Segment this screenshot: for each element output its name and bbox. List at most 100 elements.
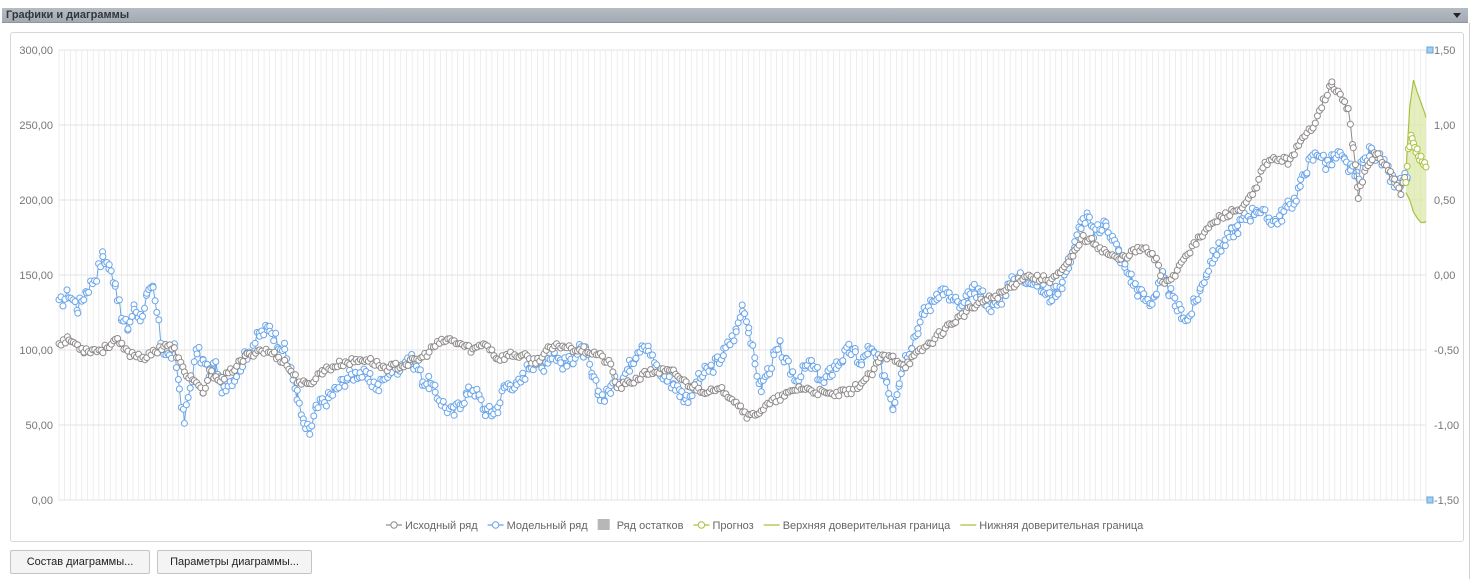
model-point	[1127, 270, 1135, 278]
y-axis-tick-label: 250,00	[19, 120, 53, 132]
model-point	[366, 370, 374, 377]
source-point	[1186, 249, 1194, 257]
model-point	[306, 430, 314, 438]
model-point	[270, 337, 278, 345]
model-point	[186, 384, 194, 392]
model-point	[1085, 213, 1093, 221]
source-point	[737, 402, 744, 410]
model-point	[665, 373, 673, 381]
model-point	[789, 368, 797, 376]
model-point	[193, 350, 201, 358]
model-point	[709, 368, 717, 376]
model-point	[1221, 242, 1229, 250]
model-point	[540, 367, 548, 375]
model-point	[738, 301, 746, 309]
source-point	[994, 294, 1002, 302]
model-point	[1148, 300, 1156, 308]
source-point	[1152, 254, 1160, 262]
y2-axis-tick-label: 1,50	[1434, 45, 1455, 57]
source-point	[1255, 175, 1263, 183]
model-point	[310, 412, 318, 420]
source-point	[1148, 250, 1156, 257]
model-point	[820, 379, 828, 387]
source-point	[1088, 234, 1096, 242]
model-point	[1319, 151, 1327, 159]
model-point	[757, 388, 765, 396]
chart-composition-button[interactable]: Состав диаграммы...	[10, 550, 150, 574]
model-point	[139, 312, 146, 320]
model-point	[1131, 280, 1139, 288]
model-point	[1328, 161, 1336, 169]
model-point	[736, 314, 744, 321]
model-point	[684, 399, 692, 407]
model-point	[260, 331, 268, 339]
model-point	[776, 337, 784, 345]
source-point	[1328, 78, 1336, 86]
source-point	[1213, 218, 1221, 226]
model-point	[431, 381, 439, 389]
source-point	[1354, 195, 1362, 202]
model-point	[1309, 156, 1317, 164]
model-point	[987, 308, 995, 316]
model-point	[563, 362, 571, 370]
model-point	[908, 345, 916, 353]
model-point	[272, 329, 280, 337]
model-point	[80, 296, 88, 304]
model-point	[1121, 260, 1129, 268]
model-point	[1140, 290, 1148, 298]
chart-settings-button[interactable]: Параметры диаграммы...	[157, 550, 312, 574]
model-point	[343, 374, 351, 382]
y-axis-tick-label: 200,00	[19, 195, 53, 207]
y2-axis-tick-label: 0,50	[1434, 195, 1455, 207]
model-point	[557, 359, 565, 367]
source-point	[1397, 191, 1405, 198]
chart-frame: 300,00 250,00 200,00 150,00 100,00 50,00 0,00 1…	[10, 32, 1464, 542]
model-point	[1058, 278, 1066, 286]
model-point	[481, 412, 489, 420]
model-point	[751, 360, 759, 368]
legend-label-source: Исходный ряд	[405, 520, 478, 532]
source-point	[1192, 240, 1200, 248]
y2-axis-tick-label: -1,00	[1434, 420, 1459, 432]
model-point	[184, 394, 192, 401]
source-point	[1336, 90, 1344, 98]
model-point	[375, 387, 383, 395]
lower-bound-line	[1405, 192, 1427, 224]
collapse-chevron-icon[interactable]	[1450, 8, 1464, 22]
model-point	[151, 297, 159, 305]
model-point	[1296, 182, 1304, 190]
model-point	[477, 396, 485, 404]
model-point	[341, 382, 349, 390]
model-point	[295, 399, 303, 407]
source-point	[1155, 261, 1162, 269]
model-point	[190, 358, 198, 366]
y-axis-tick-label: 300,00	[19, 45, 53, 57]
model-point	[1081, 219, 1089, 227]
model-point	[649, 351, 656, 359]
model-point	[774, 345, 782, 353]
source-point	[1359, 178, 1366, 186]
forecast-point	[1413, 145, 1421, 153]
model-point	[74, 309, 82, 317]
model-point	[688, 392, 696, 400]
model-point	[979, 287, 987, 295]
model-point	[293, 386, 301, 394]
model-point	[93, 277, 101, 285]
source-point	[1311, 119, 1319, 127]
model-point	[335, 384, 343, 392]
legend-label-upper: Верхняя доверительная граница	[783, 520, 951, 532]
source-point	[170, 344, 178, 352]
source-point	[1341, 98, 1349, 106]
source-point	[1344, 105, 1352, 112]
model-point	[632, 354, 640, 362]
source-point	[868, 371, 876, 379]
model-point	[439, 398, 447, 405]
y2-axis-top-marker	[1426, 46, 1434, 54]
model-point	[1246, 217, 1254, 225]
source-point	[902, 364, 909, 372]
y-axis-tick-label: 0,00	[32, 495, 53, 507]
model-point	[182, 401, 190, 409]
model-point	[707, 361, 715, 369]
model-point	[1278, 217, 1286, 225]
model-point	[1048, 297, 1056, 305]
